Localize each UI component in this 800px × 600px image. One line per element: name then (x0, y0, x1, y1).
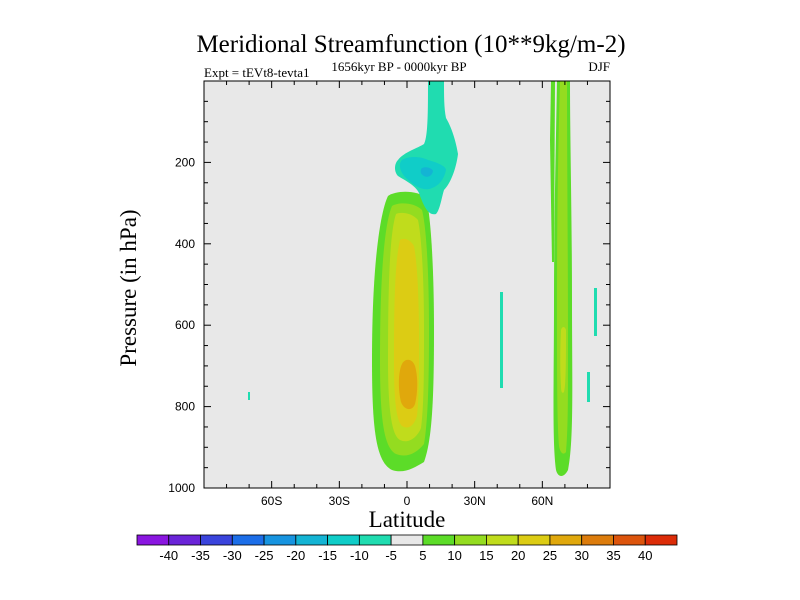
x-tick-label: 0 (404, 494, 411, 508)
x-tick-labels: 60S 30S 0 30N 60N (261, 494, 553, 508)
upper-cell-level-neg15 (420, 167, 433, 177)
x-axis-label: Latitude (369, 507, 446, 532)
colorbar-labels: -40 -35 -30 -25 -20 -15 -10 -5 5 10 15 20 25 30 35 40 (159, 548, 652, 563)
colorbar-label: -35 (191, 548, 210, 563)
colorbar-swatch (549, 534, 583, 546)
left-string: Expt = tEVt8-tevta1 (204, 65, 310, 80)
colorbar-label: 5 (419, 548, 426, 563)
colorbar-label: -15 (318, 548, 337, 563)
colorbar-label: 20 (511, 548, 525, 563)
colorbar-swatch (422, 534, 456, 546)
colorbar-swatch (168, 534, 201, 546)
y-axis-label: Pressure (in hPa) (116, 209, 141, 366)
colorbar-label: 30 (574, 548, 588, 563)
y-tick-label: 800 (175, 400, 195, 414)
colorbar-label: 25 (543, 548, 557, 563)
colorbar-swatch (231, 534, 265, 546)
x-tick-label: 30N (464, 494, 486, 508)
colorbar-swatch (390, 534, 424, 546)
x-tick-label: 60S (261, 494, 282, 508)
thin-band-42N (500, 292, 503, 388)
speck-75S (248, 392, 250, 400)
colorbar-swatch (454, 534, 487, 546)
tropical-cell-level-25 (398, 359, 418, 410)
chart-title: Meridional Streamfunction (10**9kg/m-2) (196, 31, 625, 58)
contour-fills (248, 81, 597, 476)
y-ticks (204, 80, 610, 489)
colorbar (136, 534, 678, 546)
y-tick-label: 200 (175, 155, 195, 169)
colorbar-label: 10 (447, 548, 461, 563)
colorbar-swatch (644, 534, 678, 546)
colorbar-swatch (581, 534, 614, 546)
highlat-band-level-15 (560, 327, 566, 393)
colorbar-swatch (358, 534, 392, 546)
colorbar-swatch (295, 534, 328, 546)
colorbar-swatch (263, 534, 297, 546)
colorbar-label: -5 (385, 548, 397, 563)
x-tick-label: 30S (329, 494, 350, 508)
highlat-band-level-10 (557, 81, 568, 454)
thin-band-52N (550, 81, 555, 262)
colorbar-label: -20 (286, 548, 305, 563)
y-tick-label: 600 (175, 318, 195, 332)
colorbar-label: 35 (606, 548, 620, 563)
colorbar-swatch (136, 534, 170, 546)
colorbar-label: 40 (638, 548, 652, 563)
center-string: 1656kyr BP - 0000kyr BP (331, 59, 466, 74)
y-tick-labels: 200 400 600 800 1000 (168, 155, 195, 495)
y-tick-label: 400 (175, 237, 195, 251)
colorbar-swatch (327, 534, 360, 546)
right-string: DJF (588, 59, 610, 74)
colorbar-label: -25 (255, 548, 274, 563)
colorbar-swatch (517, 534, 551, 546)
colorbar-swatch (486, 534, 519, 546)
thin-band-85N (594, 288, 597, 336)
colorbar-label: -30 (223, 548, 242, 563)
speck-85N-low (587, 372, 590, 402)
x-tick-label: 60N (531, 494, 553, 508)
colorbar-label: 15 (479, 548, 493, 563)
colorbar-label: -40 (159, 548, 178, 563)
x-ticks (203, 81, 611, 488)
colorbar-swatch (613, 534, 646, 546)
y-tick-label: 1000 (168, 481, 195, 495)
colorbar-swatch (200, 534, 233, 546)
colorbar-label: -10 (350, 548, 369, 563)
